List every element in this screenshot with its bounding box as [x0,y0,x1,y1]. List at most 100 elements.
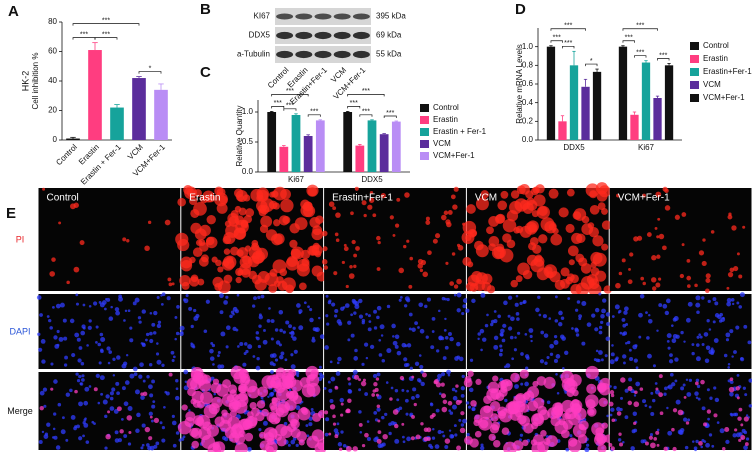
nucleus [258,428,262,432]
nucleus [46,315,50,318]
stained-cell [531,441,546,452]
nucleus [647,319,653,324]
y-tick-label: 40 [48,76,57,85]
stained-cell [205,236,215,246]
nucleus [60,429,66,435]
nucleus [465,308,470,313]
stained-cell [222,235,232,245]
stained-cell [353,374,360,380]
nucleus [282,330,286,334]
nucleus [76,337,81,342]
nucleus [456,355,461,359]
stained-cell [558,207,569,218]
nucleus [522,299,527,304]
nucleus [219,310,224,315]
significance-bracket [550,28,586,31]
nucleus [622,354,627,359]
legend-swatch [420,116,429,124]
nucleus [310,408,314,411]
nucleus [102,399,108,405]
stained-cell [321,259,328,265]
stained-cell [329,404,336,410]
micrograph-panel [38,187,181,291]
nucleus [209,356,215,361]
nucleus [503,300,508,306]
nucleus [180,437,185,441]
nucleus [490,319,495,324]
significance-bracket [271,106,285,109]
stained-cell [733,265,739,272]
stained-cell [523,423,534,434]
stained-cell [332,414,336,419]
stained-cell [311,265,323,277]
stained-cell [519,369,529,379]
nucleus [744,393,748,397]
stained-cell [422,271,429,278]
nucleus [211,343,216,348]
nucleus [560,316,565,321]
stained-cell [480,190,489,199]
nucleus [480,292,486,298]
stained-cell [561,399,575,414]
stained-cell [656,443,660,447]
blot-band [314,13,332,20]
nucleus [429,402,434,407]
nucleus [314,327,319,332]
nucleus [155,441,160,446]
stained-cell [572,211,582,220]
stained-cell [191,390,204,404]
nucleus [555,373,558,376]
nucleus [736,301,740,305]
stained-cell [380,193,386,199]
nucleus [203,329,208,334]
nucleus [334,308,339,314]
stained-cell [657,217,661,221]
stained-cell [473,419,480,427]
nucleus [327,300,332,305]
blot-band [352,50,370,59]
nucleus [217,354,220,358]
nucleus [329,360,333,364]
nucleus [431,317,436,321]
stained-cell [398,267,405,274]
blot-band [276,50,294,59]
nucleus [635,366,639,370]
stained-cell [705,278,711,283]
nucleus [378,338,382,342]
nucleus [234,309,239,314]
nucleus [97,401,101,405]
nucleus [736,373,740,377]
stained-cell [481,273,493,285]
y-axis-label: Relative Quantity [235,106,244,167]
nucleus [260,294,265,299]
nucleus [391,323,396,329]
stained-cell [568,259,575,266]
nucleus [220,331,226,337]
nucleus [615,356,619,360]
nucleus [79,382,83,385]
nucleus [111,387,116,392]
micrograph-panel [461,182,612,297]
nucleus [695,439,699,444]
nucleus [132,366,138,372]
nucleus [37,332,41,336]
nucleus [629,356,634,362]
nucleus [278,343,282,347]
stained-cell [653,437,658,441]
nucleus [600,320,604,325]
stained-cell [394,223,400,228]
nucleus [595,349,599,353]
nucleus [438,392,442,396]
nucleus [148,384,153,390]
nucleus [358,298,363,304]
nucleus [648,405,652,409]
stained-cell [288,369,297,378]
nucleus [125,353,129,357]
stained-cell [456,278,462,285]
nucleus [403,357,408,362]
nucleus [664,386,668,391]
nucleus [614,304,620,310]
significance-bracket [550,40,563,43]
stained-cell [345,446,352,452]
nucleus [708,328,712,331]
